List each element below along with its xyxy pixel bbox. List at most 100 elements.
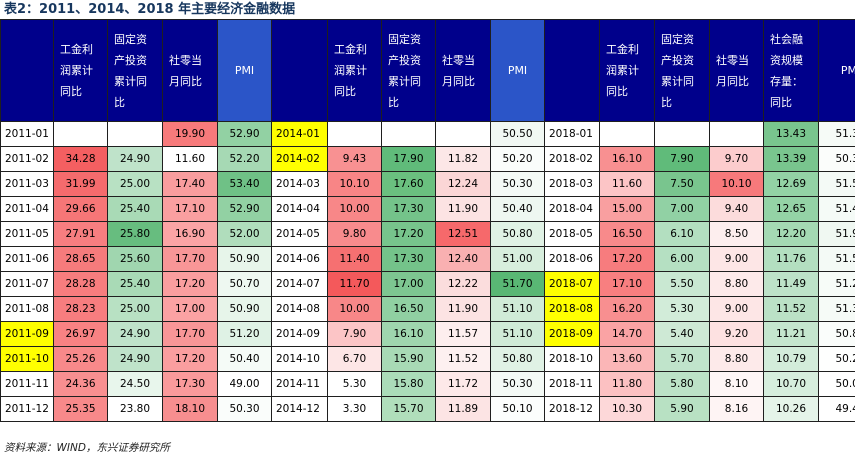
date-cell: 2011-04 <box>0 196 54 222</box>
date-cell: 2011-05 <box>0 221 54 247</box>
date-cell: 2014-08 <box>271 296 328 322</box>
value-cell: 52.00 <box>217 221 272 247</box>
value-cell: 17.30 <box>381 196 436 222</box>
table-row: 2011-06 28.65 25.60 17.70 50.90 2014-06 11.40 1… <box>0 246 855 272</box>
date-cell: 2014-09 <box>271 321 328 347</box>
value-cell: 11.82 <box>435 146 491 172</box>
table-row: 2011-01 19.90 52.90 2014-01 50.50 2018-01 13.4… <box>0 121 855 147</box>
value-cell: 25.26 <box>53 346 108 372</box>
value-cell: 51.30 <box>818 121 855 147</box>
value-cell: 13.60 <box>599 346 655 372</box>
date-cell: 2018-01 <box>544 121 600 147</box>
date-cell: 2014-01 <box>271 121 328 147</box>
value-cell: 17.70 <box>162 321 218 347</box>
table-row: 2011-03 31.99 25.00 17.40 53.40 2014-03 10.10 1… <box>0 171 855 197</box>
value-cell: 11.49 <box>763 271 819 297</box>
value-cell: 17.00 <box>162 296 218 322</box>
value-cell: 10.70 <box>763 371 819 397</box>
value-cell: 11.76 <box>763 246 819 272</box>
value-cell: 51.50 <box>818 171 855 197</box>
value-cell: 50.50 <box>490 121 545 147</box>
value-cell: 9.43 <box>327 146 382 172</box>
column-header <box>544 19 600 122</box>
value-cell: 12.65 <box>763 196 819 222</box>
value-cell: 51.10 <box>490 296 545 322</box>
value-cell: 50.30 <box>818 146 855 172</box>
table-row: 2011-04 29.66 25.40 17.10 52.90 2014-04 10.00 1… <box>0 196 855 222</box>
value-cell: 25.40 <box>107 271 163 297</box>
value-cell: 50.40 <box>490 196 545 222</box>
value-cell: 17.10 <box>162 196 218 222</box>
value-cell: 51.40 <box>818 196 855 222</box>
value-cell: 10.10 <box>709 171 764 197</box>
column-header-label: 固定资产投资累计同比 <box>114 32 147 109</box>
value-cell: 11.72 <box>435 371 491 397</box>
column-header: 工金利润累计同比 <box>327 19 382 122</box>
date-cell: 2018-06 <box>544 246 600 272</box>
value-cell: 49.40 <box>818 396 855 422</box>
value-cell: 50.10 <box>490 396 545 422</box>
date-cell: 2014-05 <box>271 221 328 247</box>
value-cell <box>107 121 163 147</box>
value-cell: 17.30 <box>162 371 218 397</box>
date-cell: 2011-03 <box>0 171 54 197</box>
header-row: 工金利润累计同比 固定资产投资累计同比 社零当月同比 PMI 工金利润累计同比 固定资产投… <box>0 19 855 122</box>
value-cell: 17.60 <box>381 171 436 197</box>
column-header-label: 社会融资规模存量：同比 <box>770 32 803 109</box>
value-cell <box>599 121 655 147</box>
value-cell: 29.66 <box>53 196 108 222</box>
column-header-label: 社零当月同比 <box>169 53 202 88</box>
value-cell: 5.30 <box>327 371 382 397</box>
value-cell: 12.22 <box>435 271 491 297</box>
value-cell: 50.20 <box>490 146 545 172</box>
value-cell: 51.70 <box>490 271 545 297</box>
data-table-container: 工金利润累计同比 固定资产投资累计同比 社零当月同比 PMI 工金利润累计同比 固定资产投… <box>0 19 855 437</box>
value-cell: 25.80 <box>107 221 163 247</box>
value-cell: 50.80 <box>490 346 545 372</box>
value-cell: 9.40 <box>709 196 764 222</box>
value-cell: 6.00 <box>654 246 710 272</box>
value-cell: 6.10 <box>654 221 710 247</box>
value-cell <box>709 121 764 147</box>
value-cell: 15.90 <box>381 346 436 372</box>
value-cell: 5.90 <box>654 396 710 422</box>
value-cell: 11.60 <box>162 146 218 172</box>
date-cell: 2014-06 <box>271 246 328 272</box>
value-cell: 24.90 <box>107 346 163 372</box>
value-cell <box>381 121 436 147</box>
value-cell: 51.10 <box>490 321 545 347</box>
value-cell: 5.80 <box>654 371 710 397</box>
value-cell: 24.90 <box>107 321 163 347</box>
table-row: 2011-02 34.28 24.90 11.60 52.20 2014-02 9.43 17… <box>0 146 855 172</box>
value-cell <box>435 121 491 147</box>
column-header: 社零当月同比 <box>435 19 491 122</box>
value-cell: 16.10 <box>599 146 655 172</box>
value-cell: 50.20 <box>818 346 855 372</box>
value-cell: 16.50 <box>599 221 655 247</box>
value-cell: 13.39 <box>763 146 819 172</box>
value-cell: 8.80 <box>709 271 764 297</box>
value-cell: 8.10 <box>709 371 764 397</box>
value-cell: 52.20 <box>217 146 272 172</box>
table-row: 2011-11 24.36 24.50 17.30 49.00 2014-11 5.30 15… <box>0 371 855 397</box>
date-cell: 2018-07 <box>544 271 600 297</box>
date-cell: 2018-02 <box>544 146 600 172</box>
value-cell: 16.20 <box>599 296 655 322</box>
value-cell: 17.10 <box>599 271 655 297</box>
value-cell: 26.97 <box>53 321 108 347</box>
value-cell: 50.80 <box>490 221 545 247</box>
value-cell: 17.20 <box>162 346 218 372</box>
column-header: 工金利润累计同比 <box>599 19 655 122</box>
value-cell: 10.00 <box>327 196 382 222</box>
page-title: 表2：2011、2014、2018 年主要经济金融数据 <box>4 2 296 17</box>
table-row: 2011-09 26.97 24.90 17.70 51.20 2014-09 7.90 16… <box>0 321 855 347</box>
value-cell: 50.40 <box>217 346 272 372</box>
value-cell: 24.50 <box>107 371 163 397</box>
value-cell: 8.80 <box>709 346 764 372</box>
column-header: PMI <box>490 19 545 122</box>
value-cell: 50.30 <box>490 171 545 197</box>
value-cell: 11.52 <box>435 346 491 372</box>
value-cell: 31.99 <box>53 171 108 197</box>
date-cell: 2011-08 <box>0 296 54 322</box>
value-cell: 27.91 <box>53 221 108 247</box>
